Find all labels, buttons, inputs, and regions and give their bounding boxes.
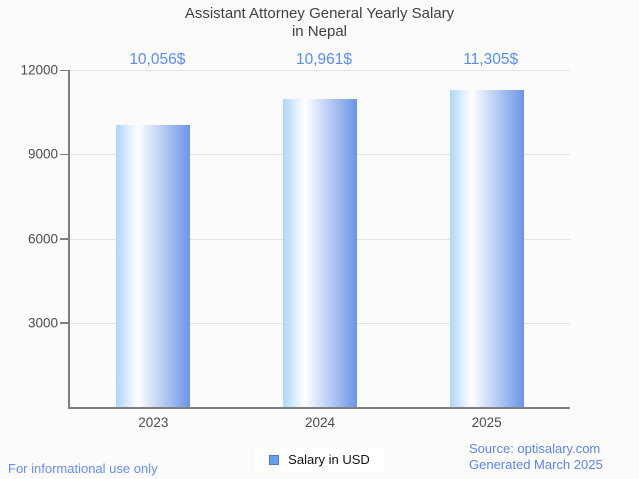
- y-axis-tick: [60, 69, 68, 71]
- x-axis-label: 2025: [471, 415, 502, 430]
- y-axis-tick: [60, 238, 68, 240]
- x-axis-label: 2023: [138, 415, 169, 430]
- legend-box: Salary in USD: [255, 448, 384, 472]
- bar: [449, 89, 524, 407]
- y-axis-label: 12000: [20, 62, 58, 78]
- y-axis-tick: [60, 153, 68, 156]
- footer-source: Source: optisalary.com: [469, 441, 601, 456]
- y-axis-label: 6000: [27, 231, 58, 246]
- chart-title-line-2: in Nepal: [291, 22, 348, 40]
- legend: Salary in USD: [0, 448, 639, 472]
- footer-disclaimer: For informational use only: [8, 461, 158, 476]
- bar: [116, 124, 191, 407]
- legend-marker-icon: [269, 454, 280, 465]
- y-axis-label: 3000: [27, 315, 58, 331]
- bar-value-label: 10,056$: [129, 51, 186, 68]
- footer-attribution: Source: optisalary.com Generated March 2…: [469, 441, 603, 472]
- bar: [283, 99, 357, 407]
- legend-label: Salary in USD: [288, 452, 370, 467]
- chart-title: Assistant Attorney General Yearly Salary…: [0, 5, 639, 40]
- plot-area: 3000 6000 9000 12000 10,056$ 2023 10,961$ 2024 1…: [20, 51, 570, 430]
- footer-generated: Generated March 2025: [469, 456, 603, 472]
- gridline: [70, 70, 570, 71]
- chart-title-line-1: Assistant Attorney General Yearly Salary: [184, 5, 455, 22]
- y-axis-tick: [60, 322, 68, 324]
- y-axis-label: 9000: [27, 146, 58, 162]
- bar-value-label: 10,961$: [295, 51, 353, 68]
- bar-value-label: 11,305$: [463, 51, 519, 68]
- x-axis-label: 2024: [304, 415, 336, 430]
